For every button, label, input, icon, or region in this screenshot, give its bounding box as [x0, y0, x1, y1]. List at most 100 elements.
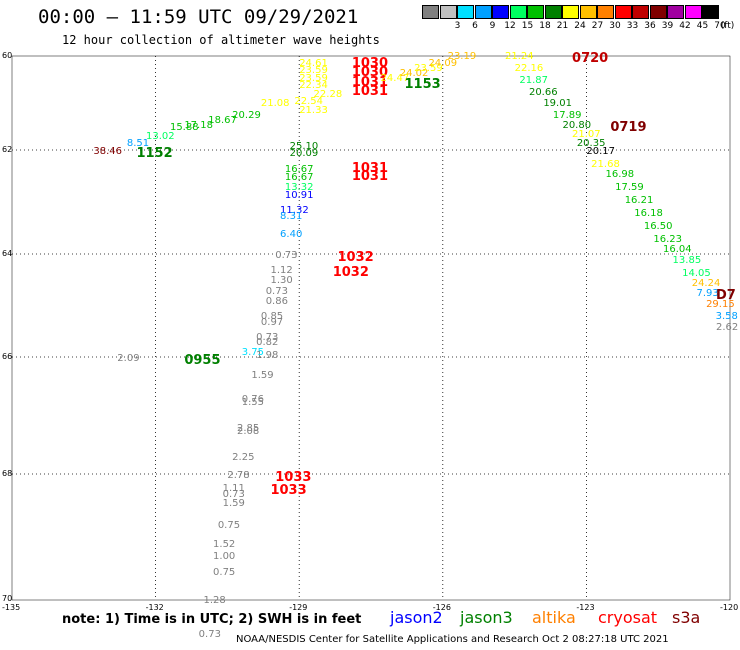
wave-height-label: 0.73 [275, 249, 298, 261]
legend-swatch [579, 5, 597, 19]
wave-height-label: 1.59 [251, 370, 274, 382]
map-frame [11, 55, 731, 601]
lon-tick-label: -120 [720, 603, 739, 612]
wave-height-label: 20.80 [562, 119, 592, 131]
pass-time-label: 1031 [351, 84, 389, 100]
page-subtitle: 12 hour collection of altimeter wave hei… [62, 33, 380, 47]
pass-time-label: 1153 [404, 77, 441, 93]
wave-height-label: 21.68 [591, 158, 620, 170]
legend-swatch [597, 5, 614, 19]
wave-height-label: 7.93 [696, 288, 719, 300]
wave-height-label: 13.85 [672, 254, 702, 266]
wave-height-label: 16.18 [634, 208, 663, 219]
wave-height-label: 1.52 [213, 538, 236, 550]
wave-height-label: 15.88 [169, 121, 199, 133]
wave-height-label: 24.61 [299, 58, 328, 70]
wave-height-label: 16.21 [624, 195, 654, 206]
wave-height-label: 22.54 [294, 96, 324, 107]
pass-time-label: 1031 [351, 169, 389, 184]
wave-height-label: 2.85 [236, 423, 260, 435]
legend-swatch [667, 5, 684, 19]
legend-swatch [562, 5, 579, 19]
wave-height-label: 3.75 [241, 347, 265, 359]
wave-height-label: 1.59 [222, 498, 245, 510]
legend-label: 42 [679, 21, 691, 31]
wave-height-label: 16.50 [643, 221, 673, 232]
legend-swatch [474, 5, 492, 19]
wave-height-label: 0.73 [265, 285, 288, 297]
wave-height-label: 23.19 [447, 51, 477, 63]
legend-swatch [544, 5, 562, 19]
wave-height-label: 0.73 [256, 331, 279, 343]
wave-height-label: 0.75 [213, 567, 236, 578]
legend-swatch [684, 5, 702, 19]
wave-height-label: 0.97 [260, 316, 284, 328]
wave-height-label: 1.12 [270, 265, 293, 277]
legend-label: 3 [454, 21, 461, 31]
pass-time-label: 1031 [351, 74, 389, 90]
pass-time-label: 1031 [351, 161, 389, 177]
wave-height-label: 22.28 [313, 88, 343, 100]
wave-height-label: 1.55 [241, 396, 265, 408]
wave-height-label: 16.67 [284, 171, 314, 183]
wave-height-label: 21.33 [299, 105, 328, 117]
legend-swatch [457, 5, 474, 19]
legend-label: 33 [626, 21, 639, 31]
pass-time-label: 1030 [351, 56, 389, 72]
legend-label: 12 [504, 21, 516, 31]
legend-label: 24 [574, 21, 586, 31]
wave-height-label: 8.51 [126, 138, 150, 150]
lat-tick-label: 68 [2, 469, 13, 478]
legend-label: 18 [539, 21, 551, 31]
pass-time-label: 0720 [572, 51, 609, 67]
page-title: 00:00 – 11:59 UTC 09/29/2021 [38, 6, 359, 28]
legend-label: 9 [489, 21, 496, 31]
wave-height-label: 20.17 [586, 145, 616, 157]
legend-swatch [527, 5, 544, 19]
legend-swatch [614, 5, 632, 19]
legend-label: 70 [714, 21, 726, 31]
legend-swatch [439, 5, 457, 19]
wave-height-label: 0.82 [256, 337, 279, 349]
wave-height-label: 16.23 [653, 234, 683, 245]
wave-height-label: 22.34 [299, 79, 328, 91]
wave-height-label: 24.24 [691, 277, 721, 289]
wave-height-label: 8.31 [280, 210, 303, 222]
satellite-jason3: jason3 [460, 608, 513, 627]
wave-height-label: 23.59 [299, 72, 328, 84]
wave-height-label: 16.04 [662, 244, 692, 256]
wave-height-label: 3.58 [715, 311, 738, 323]
wave-height-label: 20.29 [232, 110, 261, 122]
satellite-s3a: s3a [672, 608, 701, 627]
legend-swatch [492, 5, 509, 19]
legend-label: 45 [696, 21, 709, 31]
graticule [12, 56, 730, 600]
wave-height-label: 21.24 [505, 51, 534, 63]
wave-height-label: 0.73 [222, 488, 245, 500]
wave-height-label: 17.59 [615, 182, 644, 193]
wave-height-label: 2.25 [232, 452, 255, 464]
wave-height-label: 20.35 [576, 138, 606, 150]
lat-tick-label: 64 [2, 249, 13, 258]
lon-tick-label: -126 [432, 603, 451, 612]
pass-time-label: 1032 [332, 265, 369, 281]
lon-tick-label: -129 [289, 603, 308, 612]
wave-height-label: 24.47 [380, 72, 410, 84]
legend-swatch [702, 5, 719, 19]
wave-height-label: 11.32 [280, 205, 309, 217]
lat-tick-label: 70 [2, 594, 13, 603]
pass-time-label: 1033 [275, 470, 312, 486]
wave-height-label: 24.09 [428, 58, 458, 70]
wave-height-label: 1.00 [213, 551, 236, 563]
pass-time-label: 1152 [136, 145, 173, 161]
legend-label: 27 [591, 21, 604, 31]
legend-label: 36 [644, 21, 656, 31]
pass-time-label: 1030 [351, 65, 389, 81]
wave-height-label: 2.08 [236, 426, 260, 438]
wave-height-label: 0.75 [217, 520, 241, 532]
wave-height-label: 38.46 [93, 145, 122, 157]
legend-label: 15 [521, 21, 534, 31]
wave-height-label: 0.76 [241, 393, 265, 405]
wave-height-label: 23.59 [414, 63, 443, 75]
